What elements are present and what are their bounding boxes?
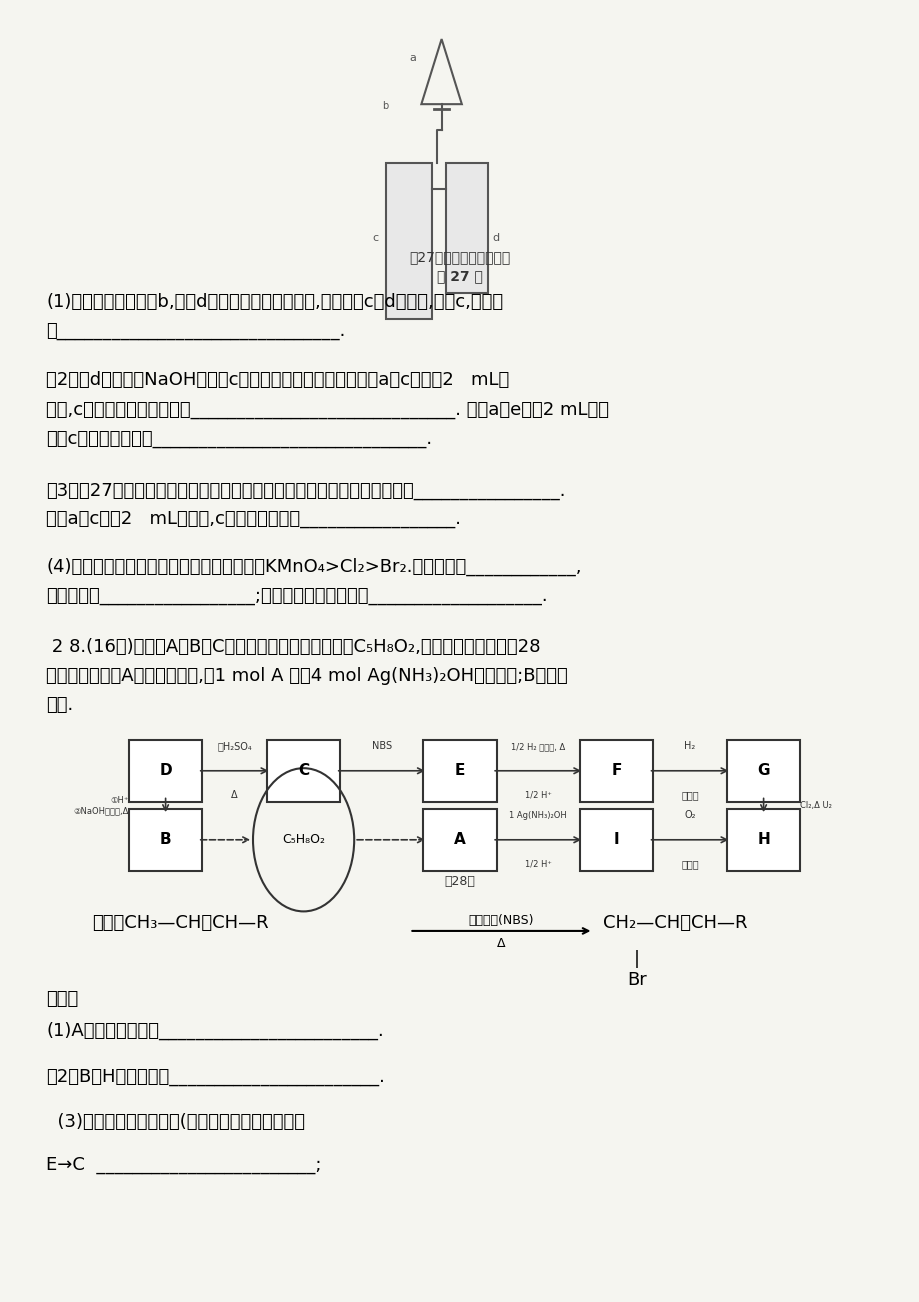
Text: F: F <box>610 763 621 779</box>
Text: I: I <box>613 832 618 848</box>
Text: ①H⁺
②NaOH水溶液,Δ: ①H⁺ ②NaOH水溶液,Δ <box>74 796 129 815</box>
Text: 浓H₂SO₄: 浓H₂SO₄ <box>217 741 252 751</box>
Text: b: b <box>381 102 388 112</box>
Text: E: E <box>454 763 465 779</box>
FancyBboxPatch shape <box>726 740 800 802</box>
Text: |: | <box>633 950 639 969</box>
FancyBboxPatch shape <box>267 740 340 802</box>
Text: D: D <box>159 763 172 779</box>
Text: C: C <box>298 763 309 779</box>
Text: E→C  ________________________;: E→C ________________________; <box>46 1156 321 1174</box>
Text: NBS: NBS <box>371 741 391 751</box>
Text: (3)写出下列反应方程式(有机物用结构简式表示）: (3)写出下列反应方程式(有机物用结构简式表示） <box>46 1113 305 1131</box>
FancyBboxPatch shape <box>579 809 652 871</box>
Text: (4)该小组还用上述装置进行实验证明氧化性KMnO₄>Cl₂>Br₂.操作步骤为____________,
实验现象为_________________;但此实: (4)该小组还用上述装置进行实验证明氧化性KMnO₄>Cl₂>Br₂.操作步骤为… <box>46 557 581 605</box>
FancyBboxPatch shape <box>423 809 496 871</box>
Text: 2 8.(16分)有机物A、B、C互为同分异构体，分子式为C₅H₈O₂,有关的转化关系如题28
图所示，已知：A的碳链无支链,且1 mol A 能与4 mol : 2 8.(16分)有机物A、B、C互为同分异构体，分子式为C₅H₈O₂,有关的转… <box>46 638 567 715</box>
Text: 再由a向c中加2   mL蒸馏水,c中的实验现象是_________________.: 再由a向c中加2 mL蒸馏水,c中的实验现象是_________________… <box>46 510 460 529</box>
FancyBboxPatch shape <box>423 740 496 802</box>
Text: 1/2 H⁺: 1/2 H⁺ <box>524 859 551 868</box>
FancyBboxPatch shape <box>446 163 487 293</box>
Text: 溴代试剂(NBS): 溴代试剂(NBS) <box>468 914 534 927</box>
Text: 题 27 表: 题 27 表 <box>437 270 482 284</box>
Text: 催化剂: 催化剂 <box>680 859 698 870</box>
FancyBboxPatch shape <box>129 809 202 871</box>
Text: 1/2 H₂ 水溶液, Δ: 1/2 H₂ 水溶液, Δ <box>511 742 564 751</box>
FancyBboxPatch shape <box>129 740 202 802</box>
Text: 1/2 H⁺: 1/2 H⁺ <box>524 790 551 799</box>
Text: （2）B、H结构简式为_______________________.: （2）B、H结构简式为_______________________. <box>46 1068 384 1086</box>
Text: 提示：CH₃—CH＝CH—R: 提示：CH₃—CH＝CH—R <box>92 914 268 932</box>
Text: G: G <box>756 763 769 779</box>
Text: c: c <box>372 233 379 243</box>
Text: B: B <box>160 832 171 848</box>
Text: 题28图: 题28图 <box>444 875 475 888</box>
Text: (1)A中所含官能团是________________________.: (1)A中所含官能团是________________________. <box>46 1022 383 1040</box>
Text: Cl₂,Δ U₂: Cl₂,Δ U₂ <box>800 801 832 810</box>
FancyBboxPatch shape <box>726 809 800 871</box>
Text: 题27图（简示装置略去）: 题27图（简示装置略去） <box>409 250 510 264</box>
Text: （2）在d中加适量NaOH溶液，c中放一小块铜片，由分液漏斗a向c中加入2   mL浓
硝酸,c中反应的化学方程式是______________________: （2）在d中加适量NaOH溶液，c中放一小块铜片，由分液漏斗a向c中加入2 mL… <box>46 371 608 448</box>
Text: A: A <box>454 832 465 848</box>
Text: CH₂—CH＝CH—R: CH₂—CH＝CH—R <box>602 914 746 932</box>
Text: a: a <box>409 53 415 64</box>
Text: O₂: O₂ <box>684 810 695 820</box>
Text: d: d <box>492 233 499 243</box>
Text: 提示：: 提示： <box>46 990 78 1008</box>
Text: Br: Br <box>626 971 646 990</box>
Text: 催化剂: 催化剂 <box>680 790 698 801</box>
Text: (1)实验前，关闭活塞b,试管d中加水至浸没长导管口,塞紧试管c和d的胶塞,加热c,其目的
是_______________________________.: (1)实验前，关闭活塞b,试管d中加水至浸没长导管口,塞紧试管c和d的胶塞,加热… <box>46 293 503 340</box>
Text: 1 Ag(NH₃)₂OH: 1 Ag(NH₃)₂OH <box>509 811 566 820</box>
Text: Δ: Δ <box>231 790 238 801</box>
Text: Δ: Δ <box>496 937 505 950</box>
Text: H: H <box>756 832 769 848</box>
Text: H₂: H₂ <box>684 741 695 751</box>
FancyBboxPatch shape <box>579 740 652 802</box>
FancyBboxPatch shape <box>386 163 432 319</box>
Text: C₅H₈O₂: C₅H₈O₂ <box>282 833 324 846</box>
Text: （3）题27表是制取硝酸铜的三种方案，能体现绿色化学理念的最佳方案是________________.: （3）题27表是制取硝酸铜的三种方案，能体现绿色化学理念的最佳方案是______… <box>46 482 565 500</box>
